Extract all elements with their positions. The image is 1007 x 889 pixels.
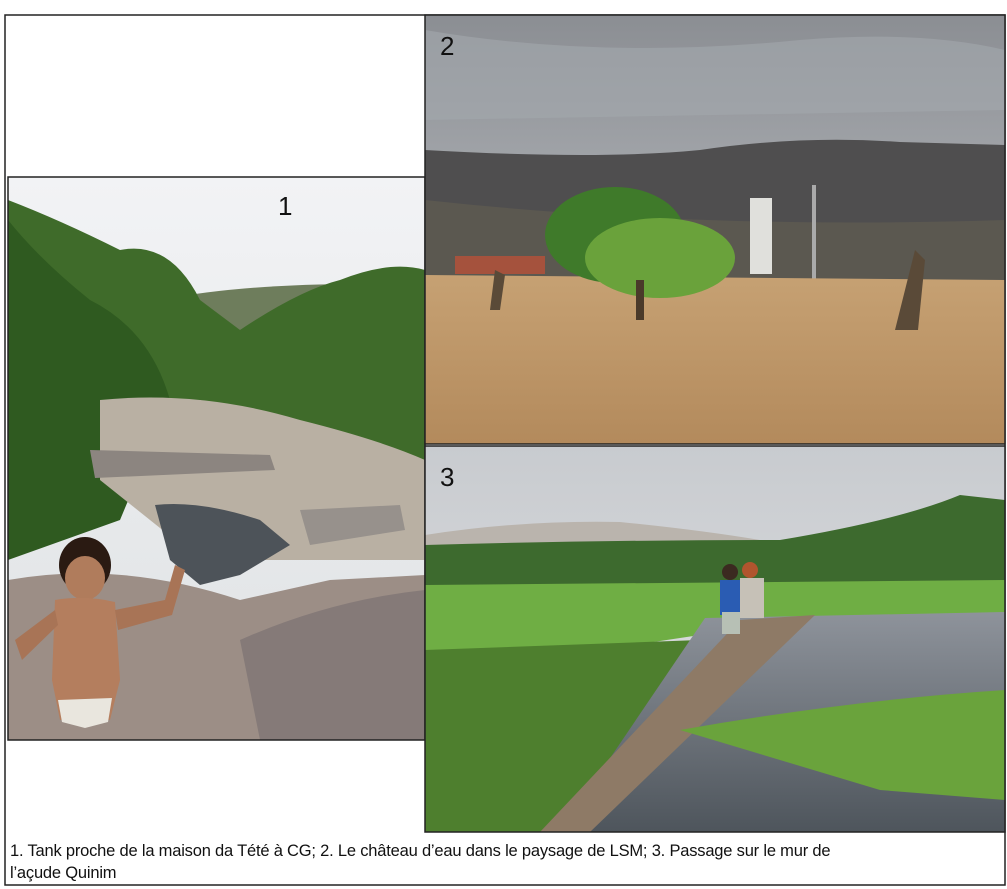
caption-line: 1. Tank proche de la maison da Tété à CG… [10,842,831,860]
photo-2 [424,14,1006,445]
photo-1 [7,176,426,741]
caption-line: l’açude Quinim [10,864,117,882]
photo-label: 2 [440,31,454,61]
photo-label: 1 [278,191,292,221]
photo-3 [424,445,1006,833]
photo-label: 3 [440,462,454,492]
